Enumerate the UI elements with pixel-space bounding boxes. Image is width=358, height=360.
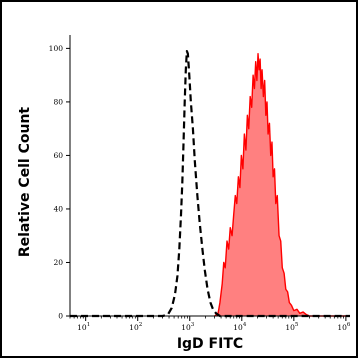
series-line-solid: [214, 53, 350, 317]
y-tick-label: 20: [53, 258, 63, 267]
x-tick-label: 106: [337, 322, 351, 332]
y-tick-label: 80: [53, 97, 63, 106]
axes-layer: 0 20 40 60 80 100 101 102 103 104 105 106: [49, 35, 351, 332]
series-line-dashed: [70, 49, 350, 318]
x-tick-label: 104: [233, 322, 247, 332]
y-axis-title: Relative Cell Count: [17, 107, 33, 258]
y-tick-label: 60: [53, 151, 63, 160]
labels-layer: IgD FITC Relative Cell Count: [17, 107, 243, 352]
series-area-fill: [214, 53, 350, 316]
x-axis-title: IgD FITC: [177, 336, 243, 352]
y-tick-label: 100: [49, 44, 64, 53]
y-tick-label: 0: [58, 312, 63, 321]
x-tick-label: 101: [77, 322, 90, 332]
x-tick-label: 103: [181, 322, 195, 332]
series-layer: [70, 49, 350, 318]
x-tick-label: 105: [285, 322, 299, 332]
y-tick-label: 40: [53, 204, 63, 213]
x-tick-label: 102: [129, 322, 142, 332]
